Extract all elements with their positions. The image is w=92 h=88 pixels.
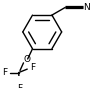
Text: F: F [17,84,22,88]
Text: F: F [2,68,7,77]
Text: O: O [24,55,31,64]
Text: F: F [30,63,35,72]
Text: N: N [84,3,90,12]
